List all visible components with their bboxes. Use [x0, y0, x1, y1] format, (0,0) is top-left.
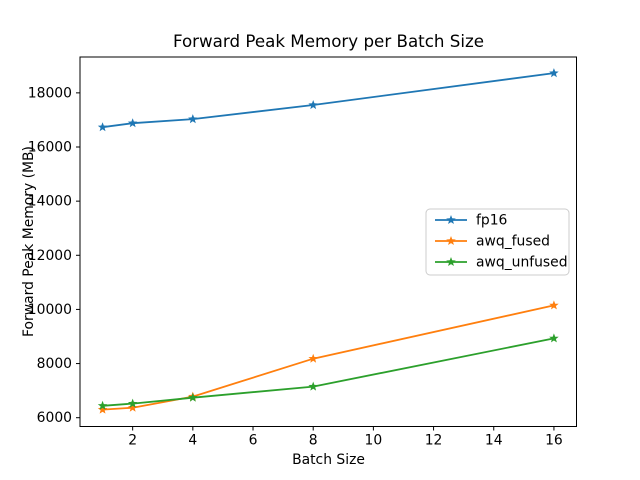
- series-marker-awq_unfused: [127, 398, 138, 408]
- series-marker-awq_unfused: [308, 381, 318, 391]
- legend-marker-fp16: [446, 215, 456, 224]
- series-marker-awq_unfused: [188, 392, 198, 402]
- series-marker-fp16: [127, 118, 138, 128]
- legend-marker-awq_unfused: [446, 257, 456, 266]
- legend-box: [425, 208, 570, 276]
- legend-label-fp16: fp16: [476, 213, 507, 229]
- x-tick-label: 16: [545, 433, 563, 449]
- y-tick-label: 18000: [28, 85, 72, 101]
- series-line-awq_fused: [102, 304, 555, 411]
- x-tick-label: 2: [128, 433, 137, 449]
- series-marker-fp16: [188, 114, 198, 124]
- y-tick-label: 12000: [28, 248, 72, 264]
- series-marker-fp16: [97, 122, 108, 132]
- legend-label-awq_unfused: awq_unfused: [476, 255, 568, 271]
- legend-label-awq_fused: awq_fused: [476, 234, 550, 250]
- chart-title: Forward Peak Memory per Batch Size: [173, 31, 484, 51]
- x-tick-label: 4: [188, 433, 197, 449]
- series-line-fp16: [102, 72, 555, 129]
- series-marker-awq_unfused: [549, 333, 559, 343]
- series-marker-awq_fused: [127, 402, 138, 412]
- y-tick-label: 10000: [28, 302, 72, 318]
- legend-marker-awq_fused: [446, 236, 456, 245]
- y-tick-label: 16000: [28, 140, 72, 156]
- series-marker-fp16: [549, 68, 559, 78]
- plot-area: 2 4 6 8 10 12 14 16 6000 8000 10000 12000 14000 16000…: [28, 56, 577, 449]
- y-axis-label: Forward Peak Memory (MB): [21, 146, 37, 337]
- plot-frame: [79, 56, 577, 427]
- series-marker-awq_fused: [549, 300, 559, 310]
- series-marker-fp16: [308, 100, 318, 110]
- y-tick-label: 6000: [37, 410, 72, 426]
- x-axis-label: Batch Size: [292, 452, 365, 468]
- x-tick-label: 6: [249, 433, 258, 449]
- x-tick-label: 8: [309, 433, 318, 449]
- x-tick-label: 12: [425, 433, 443, 449]
- y-tick-label: 14000: [28, 194, 72, 210]
- series-line-awq_unfused: [102, 337, 555, 407]
- y-tick-label: 8000: [37, 356, 72, 372]
- series-marker-awq_unfused: [97, 400, 108, 410]
- x-tick-label: 14: [485, 433, 503, 449]
- x-tick-label: 10: [365, 433, 383, 449]
- series-marker-awq_fused: [308, 353, 318, 363]
- series-marker-awq_fused: [97, 404, 108, 414]
